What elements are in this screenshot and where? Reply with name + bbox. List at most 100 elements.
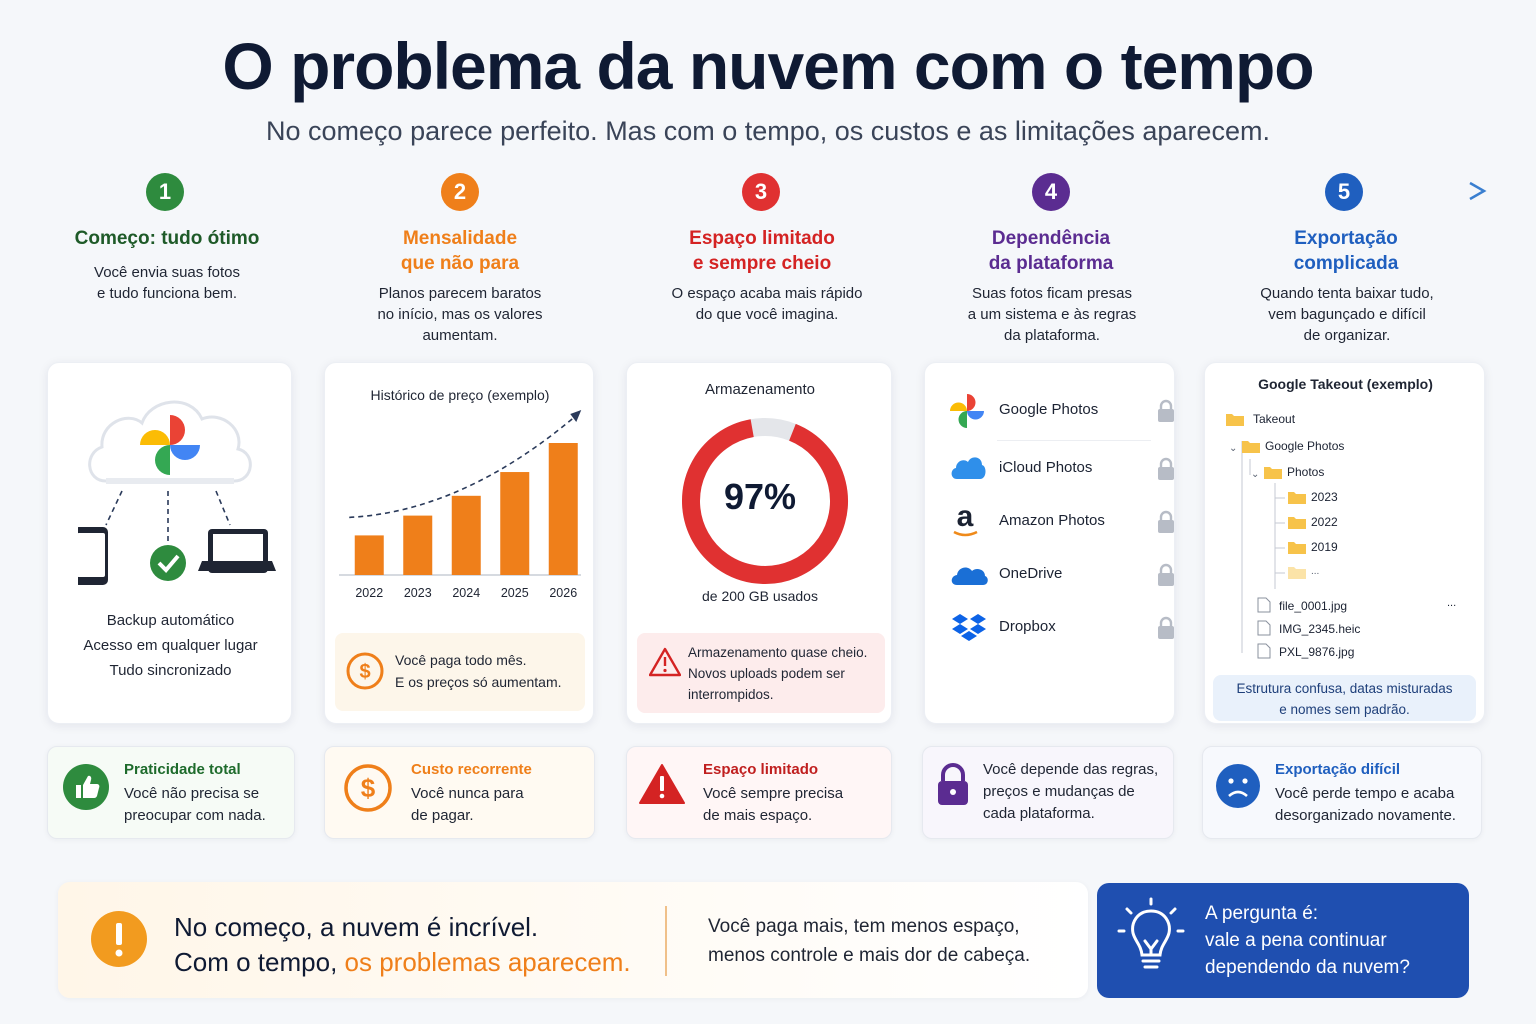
card-price-history: Histórico de preço (exemplo) 2022 2023 202… [324,362,594,724]
dollar-icon: $ [346,652,384,690]
svg-text:$: $ [359,661,370,683]
platform-name: Dropbox [999,618,1056,635]
page-title: O problema da nuvem com o tempo [222,29,1314,103]
step-1-number: 1 [146,173,184,211]
tree-item: Google Photos [1265,439,1345,453]
tree-ellipsis: ... [1447,597,1457,609]
folder-icon [1288,492,1306,504]
lock-icon [1158,563,1174,586]
platform-name: Amazon Photos [999,512,1105,529]
thumbs-up-icon [63,764,109,810]
card-takeout: Google Takeout (exemplo) ⌄ ⌄ Takeout Goo… [1204,362,1485,724]
step-2-desc: Planos parecem baratos no início, mas os … [377,285,543,344]
tick-label: 2024 [452,586,480,600]
storage-warning: Armazenamento quase cheio. Novos uploads… [688,645,868,702]
step-5-number: 5 [1325,173,1363,211]
lock-icon [1158,457,1174,480]
card-storage: Armazenamento 97% de 200 GB usados Armaz… [626,362,892,724]
summary-card-export: Exportação difícil Você perde tempo e ac… [1202,746,1482,839]
summary-card-dependence: Você depende das regras, preços e mudança… [922,746,1174,839]
tree-item: 2023 [1311,490,1338,504]
summary-card-practicality: Praticidade total Você não precisa se pre… [47,746,295,839]
platform-dropbox: Dropbox [949,608,1175,648]
summary-title: Exportação difícil [1275,761,1401,778]
file-icon [1257,643,1271,659]
footer-headline: No começo, a nuvem é incrível. Com o tem… [174,912,631,977]
platform-icloud: iCloud Photos [949,449,1175,489]
warning-icon [639,764,685,804]
donut-used-arc [682,419,848,584]
exclamation-icon [91,911,147,967]
takeout-title: Google Takeout (exemplo) [1258,376,1433,392]
lock-icon [1158,616,1174,639]
tree-item: 2019 [1311,540,1338,554]
summary-text: Você depende das regras, preços e mudança… [983,761,1159,822]
summary-title: Espaço limitado [703,761,819,778]
folder-icon [1264,467,1282,479]
storage-donut [682,418,848,584]
folder-icon [1288,542,1306,554]
timeline-arrow-icon [1469,181,1487,201]
chart-title: Histórico de preço (exemplo) [370,387,550,403]
bar-2024 [451,495,481,575]
warning-icon [649,647,681,677]
bar-2022 [354,535,384,575]
icloud-icon [951,457,986,479]
folder-icon [1226,414,1244,426]
summary-text: Você sempre precisa de mais espaço. [703,785,844,824]
tree-item: ... [1311,566,1320,577]
summary-title: Custo recorrente [411,761,532,778]
platform-name: OneDrive [999,565,1063,582]
bar-2025 [500,472,530,575]
dropbox-icon [952,614,986,641]
step-3-desc: O espaço acaba mais rápido do que você im… [671,285,863,323]
step-5-desc: Quando tenta baixar tudo, vem bagunçado e… [1260,285,1434,344]
summary-text: Você não precisa se preocupar com nada. [124,785,266,824]
platform-name: Google Photos [999,401,1099,418]
onedrive-icon [951,567,988,585]
step-4-desc: Suas fotos ficam presas a um sistema e às… [967,285,1137,344]
step-5-title: Exportação complicada [1293,228,1399,274]
tree-item: Photos [1287,465,1325,479]
folder-icon [1242,441,1260,453]
page-subtitle: No começo parece perfeito. Mas com o tem… [266,116,1270,146]
backup-features: Backup automático Acesso em qualquer lug… [83,612,258,679]
platform-name: iCloud Photos [999,459,1093,476]
price-note-box: $ Você paga todo mês. E os preços só aum… [335,633,585,711]
footer-summary: Você paga mais, tem menos espaço, menos … [708,916,1031,966]
summary-card-cost: $ Custo recorrente Você nunca para de pag… [324,746,595,839]
step-4-number: 4 [1032,173,1070,211]
footer-message: No começo, a nuvem é incrível. Com o tem… [58,882,1088,998]
price-note: Você paga todo mês. E os preços só aumen… [395,652,562,690]
step-3-number: 3 [742,173,780,211]
folder-icon [1288,567,1306,579]
price-bar-chart: 2022 2023 2024 2025 2026 [339,410,582,600]
tree-item: 2022 [1311,515,1338,529]
lock-icon [1158,510,1174,533]
footer-question: A pergunta é: vale a pena continuar depe… [1097,883,1469,998]
step-1-title: Começo: tudo ótimo [74,228,260,249]
file-icon [1257,620,1271,636]
step-4-title: Dependência da plataforma [988,228,1114,274]
storage-title: Armazenamento [704,381,816,398]
svg-text:⌄: ⌄ [1251,469,1259,480]
trend-arrow-icon [570,410,582,422]
takeout-tree-lines: ⌄ ⌄ [1229,441,1285,653]
check-icon [150,545,186,581]
tree-item: Takeout [1253,412,1296,426]
tree-item: IMG_2345.heic [1279,622,1361,636]
summary-text: Você perde tempo e acaba desorganizado no… [1275,785,1456,824]
file-icon [1257,597,1271,613]
phone-icon [78,527,108,585]
amazon-icon: a [953,502,978,537]
laptop-base [198,561,276,571]
footer-question-text: A pergunta é: vale a pena continuar depe… [1205,903,1410,978]
platform-onedrive: OneDrive [949,555,1175,595]
svg-text:a: a [957,502,974,533]
lock-icon [1158,399,1174,422]
tick-label: 2022 [355,586,383,600]
dollar-icon: $ [344,764,392,812]
lightbulb-icon [1117,897,1185,969]
card-backup: Backup automático Acesso em qualquer lug… [47,362,292,724]
card-platforms: Google Photos iCloud Photos a Amazon Pho… [924,362,1175,724]
